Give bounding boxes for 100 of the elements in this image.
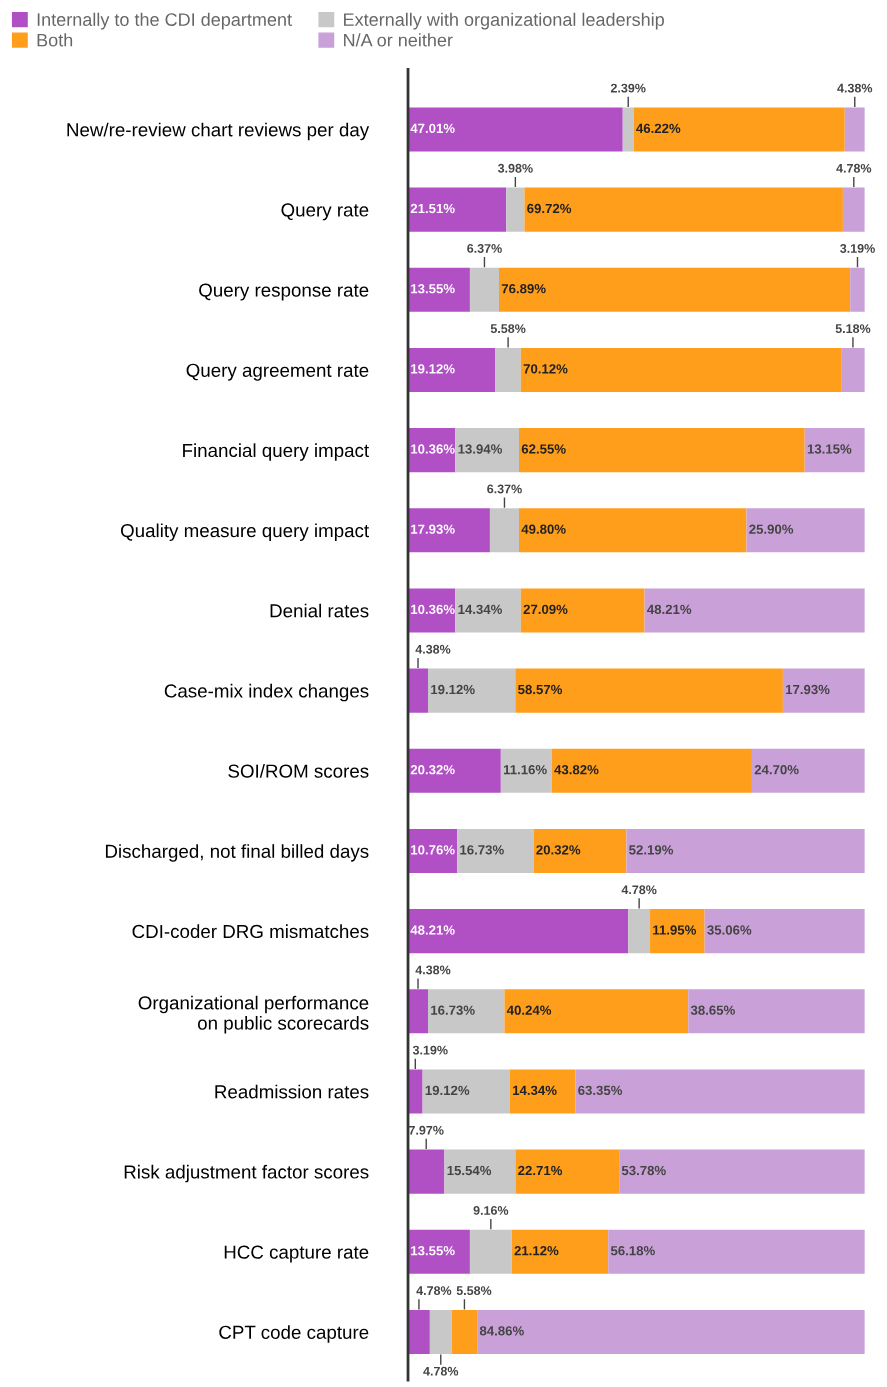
bar [457, 828, 534, 874]
bar [408, 588, 456, 633]
legend-label: Both [37, 33, 73, 47]
bar [519, 508, 747, 553]
data-label: 4.38% [415, 644, 451, 654]
y-tick-label: Financial query impact [183, 443, 370, 461]
bar [429, 1309, 452, 1355]
y-tick-label: HCC capture rate [224, 1245, 369, 1263]
bar [626, 828, 865, 874]
bar [509, 1069, 576, 1114]
bar [408, 107, 623, 152]
data-label: 7.97% [409, 1125, 444, 1135]
bar [644, 588, 865, 633]
bar [408, 1149, 445, 1194]
bar [408, 748, 501, 793]
data-label: 20.32% [410, 765, 455, 775]
y-tick-label: Query agreement rate [186, 363, 369, 381]
data-label: 16.73% [460, 845, 504, 855]
data-label: 10.36% [411, 604, 455, 615]
bar [408, 508, 490, 553]
bar [520, 588, 645, 633]
bar [619, 1149, 865, 1194]
y-tick-label: New/re-review chart reviews per day [67, 122, 370, 141]
bar [704, 909, 865, 954]
bar [650, 909, 705, 954]
bar [782, 668, 865, 713]
data-label: 3.98% [497, 163, 533, 173]
data-label: 6.37% [467, 244, 502, 253]
data-label: 11.95% [653, 925, 697, 935]
bar [500, 748, 552, 793]
data-label: 52.19% [629, 845, 674, 855]
bar [575, 1069, 865, 1114]
bar [499, 267, 851, 312]
bar [844, 107, 865, 152]
data-label: 17.93% [411, 524, 455, 534]
bar [533, 828, 627, 874]
bar [504, 989, 689, 1034]
bar [850, 267, 865, 312]
bar [515, 1149, 620, 1194]
y-tick-label: CDI-coder DRG mismatches [132, 924, 369, 939]
bar [408, 1309, 430, 1355]
bar [524, 187, 843, 232]
data-label: 47.01% [410, 123, 455, 134]
bar [469, 1229, 512, 1274]
data-label: 9.16% [473, 1206, 509, 1215]
y-tick-label: Query rate [281, 203, 369, 221]
y-tick-label: Readmission rates [215, 1084, 369, 1099]
data-label: 48.21% [410, 925, 455, 935]
y-tick-label: Denial rates [270, 603, 369, 618]
data-label: 4.38% [837, 83, 873, 93]
bar [408, 187, 507, 232]
data-label: 53.78% [621, 1165, 666, 1176]
data-label: 27.09% [523, 604, 568, 615]
bar [489, 508, 520, 553]
data-label: 4.78% [416, 1286, 452, 1296]
data-label: 4.78% [621, 885, 657, 895]
data-label: 25.90% [749, 524, 794, 534]
data-label: 3.19% [840, 244, 875, 253]
bar [506, 187, 525, 232]
data-label: 4.38% [415, 965, 451, 975]
bar [408, 668, 429, 713]
bar [422, 1069, 510, 1114]
bar [408, 989, 429, 1034]
data-label: 15.54% [447, 1165, 492, 1176]
bar [469, 267, 500, 312]
data-label: 70.12% [523, 364, 568, 374]
bar [408, 347, 496, 393]
y-tick-label: Discharged, not final billed days [105, 844, 369, 862]
data-label: 5.18% [835, 324, 871, 334]
bar [451, 1309, 478, 1355]
data-label: 16.73% [431, 1005, 475, 1015]
data-label: 3.19% [412, 1045, 448, 1055]
bar [842, 187, 865, 232]
legend-label: Externally with organizational leadership [344, 12, 664, 30]
data-label: 69.72% [527, 203, 572, 214]
bar [444, 1149, 516, 1194]
data-label: 84.86% [479, 1326, 524, 1336]
bar [751, 748, 865, 793]
data-label: 63.35% [578, 1085, 623, 1096]
bar [633, 107, 845, 152]
data-label: 13.55% [411, 1246, 455, 1256]
data-label: 24.70% [754, 765, 799, 775]
y-tick-label: Case-mix index changes [164, 683, 369, 702]
bar [515, 668, 783, 713]
bar [428, 668, 516, 713]
data-label: 19.12% [431, 684, 475, 695]
bar [408, 909, 629, 954]
data-label: 17.93% [786, 684, 830, 695]
bar [551, 748, 752, 793]
bar [408, 828, 458, 874]
y-tick-label: Risk adjustment factor scores [124, 1164, 369, 1183]
data-label: 19.12% [411, 364, 455, 374]
data-label: 20.32% [536, 845, 581, 855]
data-label: 13.94% [458, 444, 503, 454]
bar [519, 428, 805, 473]
data-label: 40.24% [506, 1005, 552, 1015]
bar [428, 989, 505, 1034]
bar [841, 347, 865, 393]
bar [495, 347, 521, 393]
y-tick-label: Organizational performance on public scorecards [138, 995, 369, 1034]
